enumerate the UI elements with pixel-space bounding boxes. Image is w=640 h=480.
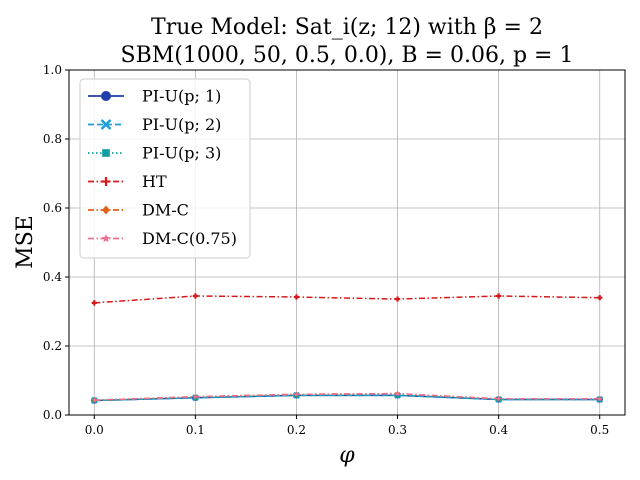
data-point bbox=[192, 293, 198, 299]
x-tick-label: 0.1 bbox=[186, 423, 205, 437]
plot-frame bbox=[68, 69, 626, 416]
legend-marker bbox=[100, 119, 112, 130]
legend-label: HT bbox=[142, 172, 167, 191]
series-line bbox=[94, 295, 600, 304]
legend-marker bbox=[101, 91, 111, 101]
data-point bbox=[91, 300, 97, 306]
series-layer bbox=[90, 293, 604, 405]
chart-title-line2: SBM(1000, 50, 0.5, 0.0), B = 0.06, p = 1 bbox=[121, 43, 574, 68]
legend-label: PI-U(p; 1) bbox=[142, 87, 221, 106]
y-tick-label: 0.4 bbox=[43, 270, 62, 284]
data-point bbox=[293, 294, 300, 300]
y-axis-label: MSE bbox=[13, 215, 38, 269]
data-point bbox=[293, 391, 299, 397]
legend-entry-2: PI-U(p; 3) bbox=[88, 144, 221, 163]
series-5 bbox=[91, 391, 603, 403]
legend-marker bbox=[101, 234, 111, 243]
legend: PI-U(p; 1) PI-U(p; 2) PI-U(p; 3) HT DM-C DM-C… bbox=[79, 78, 251, 259]
legend-entry-0: PI-U(p; 1) bbox=[88, 87, 221, 106]
legend-entry-1: PI-U(p; 2) bbox=[88, 115, 221, 134]
y-tick-label: 0.2 bbox=[43, 339, 62, 353]
data-point bbox=[395, 391, 401, 396]
data-point bbox=[394, 296, 401, 302]
legend-marker bbox=[101, 177, 111, 186]
legend-box bbox=[79, 78, 251, 259]
legend-entry-4: DM-C bbox=[88, 201, 189, 220]
chart-title-line1: True Model: Sat_i(z; 12) with β = 2 bbox=[151, 15, 543, 40]
series-4 bbox=[92, 391, 602, 403]
data-point bbox=[597, 396, 603, 401]
data-point bbox=[597, 295, 603, 301]
x-tick-label: 0.0 bbox=[85, 423, 104, 437]
data-point bbox=[496, 293, 502, 299]
legend-entry-5: DM-C(0.75) bbox=[88, 229, 237, 248]
x-tick-label: 0.2 bbox=[287, 423, 306, 437]
y-tick-label: 0.0 bbox=[43, 408, 62, 422]
y-tick-label: 0.8 bbox=[43, 132, 62, 146]
legend-label: PI-U(p; 3) bbox=[142, 144, 221, 163]
x-axis-label: φ bbox=[339, 443, 355, 468]
legend-label: DM-C bbox=[142, 201, 189, 220]
data-point bbox=[91, 397, 97, 403]
legend-entry-3: HT bbox=[88, 172, 167, 191]
data-point bbox=[192, 394, 198, 399]
x-tick-label: 0.4 bbox=[489, 423, 508, 437]
legend-label: DM-C(0.75) bbox=[142, 229, 237, 248]
legend-label: PI-U(p; 2) bbox=[142, 115, 221, 134]
legend-marker bbox=[102, 149, 110, 157]
y-tick-label: 1.0 bbox=[43, 63, 62, 77]
series-line bbox=[94, 392, 600, 401]
x-tick-label: 0.3 bbox=[388, 423, 407, 437]
data-point bbox=[496, 396, 502, 401]
legend-marker bbox=[102, 205, 110, 215]
series-3 bbox=[91, 293, 603, 306]
y-tick-label: 0.6 bbox=[43, 201, 62, 215]
ticks: 0.0 0.1 0.2 0.3 0.4 0.5 0.0 0.2 0.4 0.6 0.8 1.0 bbox=[43, 63, 609, 437]
x-tick-label: 0.5 bbox=[590, 423, 609, 437]
